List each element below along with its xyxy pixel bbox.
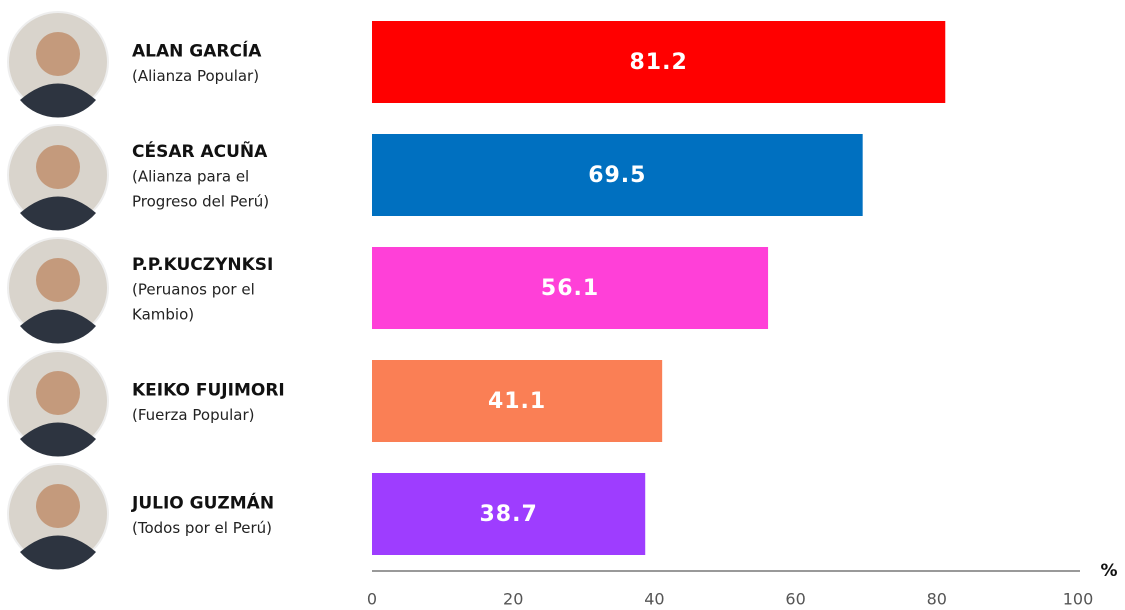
bar (372, 247, 769, 329)
x-tick-label: 40 (644, 590, 664, 609)
candidate-photo-face (36, 484, 80, 528)
candidate-party: (Alianza para el (132, 168, 249, 186)
x-tick-label: 100 (1063, 590, 1094, 609)
candidate-photo-face (36, 258, 80, 302)
bar (372, 473, 646, 555)
candidate-photo-face (36, 371, 80, 415)
candidate-party: (Alianza Popular) (132, 67, 259, 85)
candidate-name: ALAN GARCÍA (132, 40, 262, 62)
x-tick-label: 20 (503, 590, 523, 609)
value-label: 81.2 (629, 50, 687, 75)
candidate-party: Progreso del Perú) (132, 193, 269, 211)
candidate-photo-body (20, 535, 96, 570)
candidate-party: (Todos por el Perú) (132, 519, 272, 537)
x-tick-label: 60 (785, 590, 805, 609)
value-label: 69.5 (588, 163, 646, 188)
candidate-photo-body (20, 83, 96, 118)
candidate-photo-body (20, 196, 96, 231)
x-axis-label: % (1100, 561, 1117, 581)
bar (372, 134, 863, 216)
candidate-photo-face (36, 145, 80, 189)
candidate-photo-face (36, 32, 80, 76)
x-tick-label: 80 (927, 590, 947, 609)
bar (372, 21, 946, 103)
value-label: 38.7 (479, 502, 537, 527)
candidate-photo-body (20, 422, 96, 457)
candidate-party: (Fuerza Popular) (132, 406, 255, 424)
candidate-name: JULIO GUZMÁN (131, 492, 274, 514)
candidate-name: CÉSAR ACUÑA (132, 139, 268, 162)
value-label: 41.1 (488, 389, 546, 414)
value-label: 56.1 (541, 276, 599, 301)
bar (372, 360, 663, 442)
candidate-name: P.P.KUCZYNKSI (132, 255, 273, 275)
candidate-party: (Peruanos por el (132, 281, 255, 299)
candidate-party: Kambio) (132, 306, 194, 324)
candidate-name: KEIKO FUJIMORI (132, 381, 285, 401)
x-tick-label: 0 (367, 590, 377, 609)
candidate-photo-body (20, 309, 96, 344)
